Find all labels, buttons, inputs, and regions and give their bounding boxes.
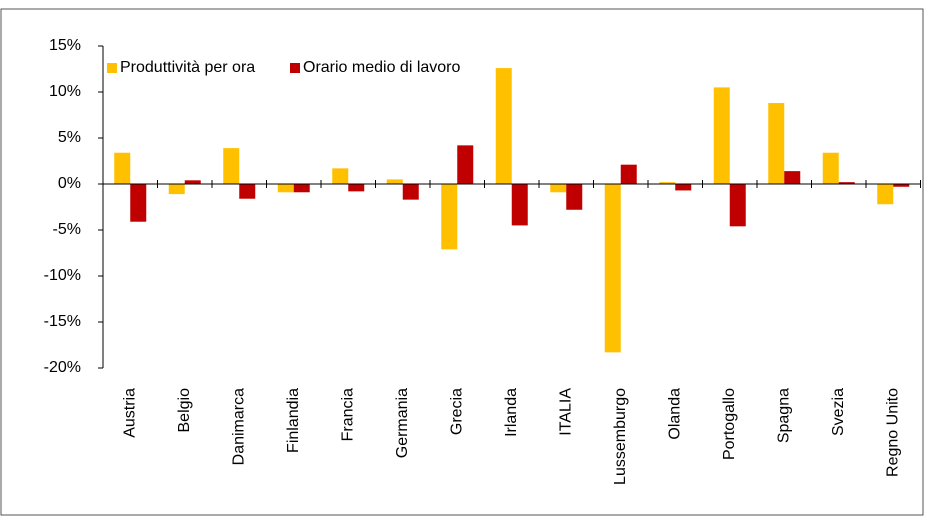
x-tick-label: Portogallo (721, 388, 738, 460)
y-tick-label: -20% (44, 359, 81, 376)
bar (348, 184, 365, 192)
x-tick-label: ITALIA (557, 388, 574, 436)
x-tick-label: Svezia (830, 388, 847, 436)
x-tick-label: Lussemburgo (612, 388, 629, 485)
bar (659, 182, 676, 184)
bar (675, 184, 692, 191)
frame (0, 8, 924, 516)
x-tick-label: Irlanda (503, 388, 520, 437)
y-tick-label: 0% (58, 175, 81, 192)
bar (877, 184, 894, 205)
bar (604, 184, 621, 353)
bar (441, 184, 458, 250)
x-tick-label: Germania (394, 388, 411, 458)
bar (402, 184, 419, 200)
bar (784, 171, 801, 184)
bar (550, 184, 567, 193)
bar (511, 184, 528, 226)
bar (713, 87, 730, 184)
legend-swatch (290, 63, 300, 73)
x-tick-label: Austria (121, 388, 138, 438)
y-tick-label: -15% (44, 313, 81, 330)
bar (566, 184, 583, 210)
bar (620, 164, 637, 184)
y-tick-label: -10% (44, 267, 81, 284)
legend-swatch (107, 63, 117, 73)
x-tick-label: Finlandia (285, 388, 302, 453)
bar (239, 184, 256, 199)
x-tick-label: Grecia (448, 388, 465, 435)
bar (184, 180, 201, 184)
bar (130, 184, 147, 222)
legend-label: Produttività per ora (120, 59, 255, 76)
bar (293, 184, 310, 193)
legend-label: Orario medio di lavoro (303, 59, 461, 76)
y-tick-label: 5% (58, 129, 81, 146)
bar (332, 168, 349, 184)
bar (893, 184, 910, 187)
bar (822, 152, 839, 184)
y-tick-label: 10% (49, 83, 81, 100)
bar (223, 148, 240, 184)
bar (729, 184, 746, 227)
bar (386, 179, 403, 184)
x-tick-label: Belgio (176, 388, 193, 433)
y-tick-label: -5% (53, 221, 81, 238)
x-tick-label: Francia (339, 388, 356, 441)
bar (168, 184, 185, 195)
x-tick-label: Regno Unito (884, 388, 901, 477)
x-tick-label: Spagna (775, 388, 792, 443)
bar (277, 184, 294, 193)
bar (114, 152, 131, 184)
x-tick-label: Danimarca (230, 388, 247, 465)
x-tick-label: Olanda (666, 388, 683, 440)
bar (838, 182, 855, 184)
bar (457, 145, 474, 184)
bar (768, 103, 785, 184)
bar (495, 68, 512, 184)
y-tick-label: 15% (49, 37, 81, 54)
